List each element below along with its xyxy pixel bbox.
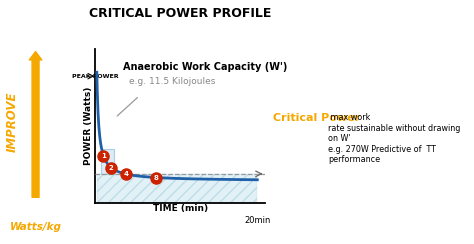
Text: e.g. 11.5 Kilojoules: e.g. 11.5 Kilojoules bbox=[129, 77, 215, 86]
Text: Critical Power: Critical Power bbox=[273, 113, 360, 123]
Text: Anaerobic Work Capacity (W'): Anaerobic Work Capacity (W') bbox=[123, 62, 288, 72]
Text: 8: 8 bbox=[153, 174, 158, 181]
X-axis label: TIME (min): TIME (min) bbox=[153, 204, 208, 213]
Text: max work
rate sustainable without drawing
on W'
e.g. 270W Predictive of  TT
perf: max work rate sustainable without drawin… bbox=[328, 113, 461, 164]
Bar bbox=[101, 149, 114, 174]
Text: Watts/kg: Watts/kg bbox=[9, 222, 62, 232]
Text: 2: 2 bbox=[109, 165, 113, 171]
Text: 1: 1 bbox=[101, 153, 106, 159]
Y-axis label: POWER (Watts): POWER (Watts) bbox=[84, 86, 93, 165]
Text: CRITICAL POWER PROFILE: CRITICAL POWER PROFILE bbox=[89, 7, 271, 20]
Text: PEAK POWER: PEAK POWER bbox=[72, 74, 118, 79]
Text: IMPROVE: IMPROVE bbox=[5, 92, 18, 152]
Text: 4: 4 bbox=[123, 171, 128, 177]
Text: 20min: 20min bbox=[244, 215, 271, 224]
